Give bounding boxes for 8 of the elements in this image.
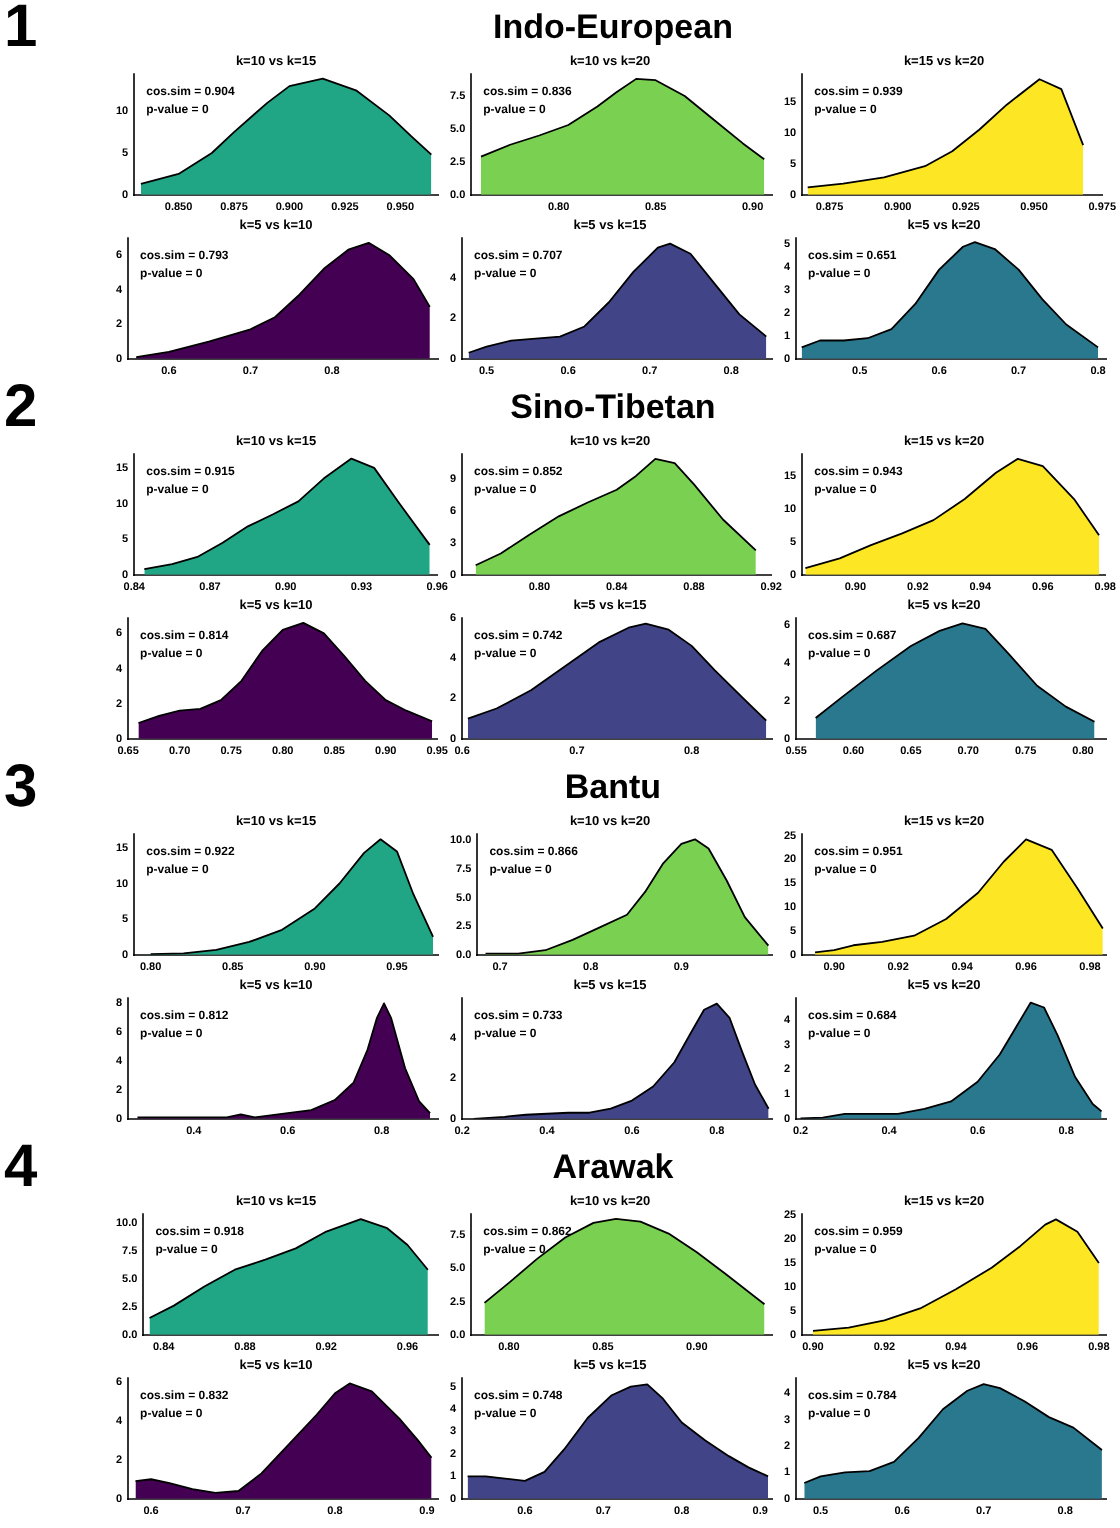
text: 2 — [4, 374, 38, 440]
text: Arawak — [550, 1148, 676, 1188]
text: 3 — [4, 754, 38, 820]
text: Indo-European — [491, 8, 735, 48]
text: 4 — [4, 1134, 38, 1200]
text: Bantu — [562, 768, 664, 808]
text: Sino-Tibetan — [508, 388, 718, 428]
text: 1 — [4, 0, 38, 60]
